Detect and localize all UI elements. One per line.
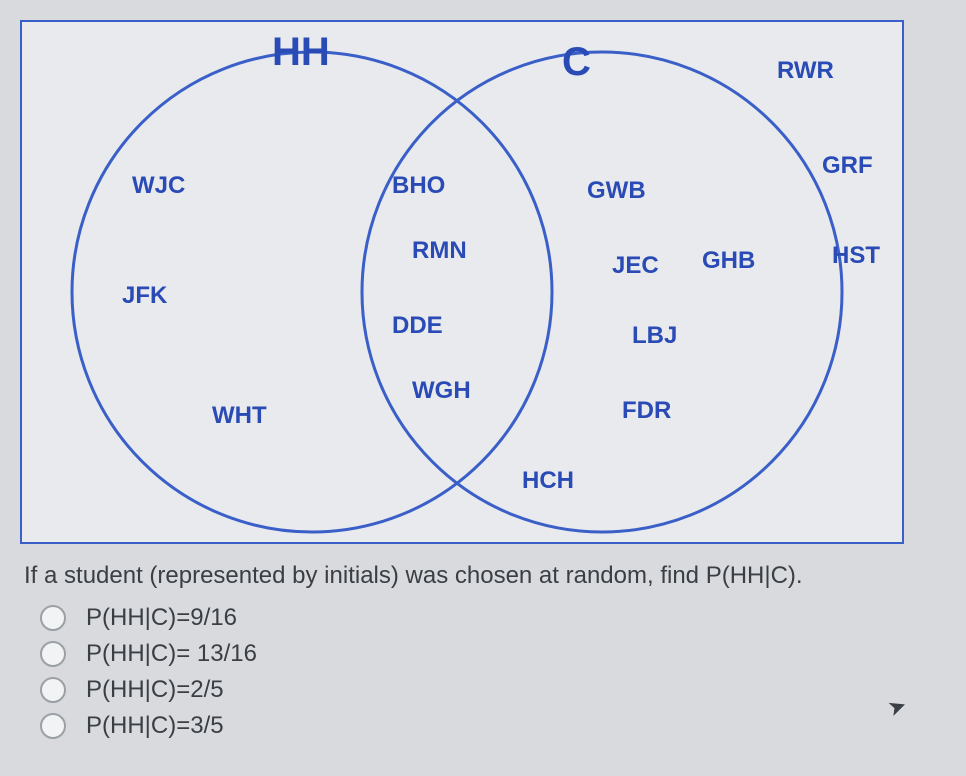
venn-diagram-box: HH C WJC JFK WHT BHO RMN DDE WGH GWB JEC… xyxy=(20,20,904,544)
venn-item: BHO xyxy=(392,172,445,200)
option-label: P(HH|C)=3/5 xyxy=(86,712,224,740)
venn-item: DDE xyxy=(392,312,443,340)
venn-item: JFK xyxy=(122,282,167,310)
question-text: If a student (represented by initials) w… xyxy=(24,562,946,590)
venn-item: HCH xyxy=(522,467,574,495)
venn-item-outside: HST xyxy=(832,242,880,270)
circle-c xyxy=(362,52,842,532)
radio-icon[interactable] xyxy=(40,641,66,667)
set-title-hh: HH xyxy=(272,30,330,75)
venn-item: GWB xyxy=(587,177,646,205)
option-label: P(HH|C)=9/16 xyxy=(86,604,237,632)
option-label: P(HH|C)= 13/16 xyxy=(86,640,257,668)
venn-item: JEC xyxy=(612,252,659,280)
option-row[interactable]: P(HH|C)=9/16 xyxy=(40,604,946,632)
set-title-c: C xyxy=(562,40,591,85)
venn-item-outside: RWR xyxy=(777,57,834,85)
radio-icon[interactable] xyxy=(40,605,66,631)
venn-item-outside: GRF xyxy=(822,152,873,180)
venn-item: WGH xyxy=(412,377,471,405)
venn-item: WHT xyxy=(212,402,267,430)
venn-item: LBJ xyxy=(632,322,677,350)
option-row[interactable]: P(HH|C)=2/5 xyxy=(40,676,946,704)
option-row[interactable]: P(HH|C)=3/5 xyxy=(40,712,946,740)
answer-options: P(HH|C)=9/16 P(HH|C)= 13/16 P(HH|C)=2/5 … xyxy=(40,604,946,740)
radio-icon[interactable] xyxy=(40,677,66,703)
option-row[interactable]: P(HH|C)= 13/16 xyxy=(40,640,946,668)
venn-item: WJC xyxy=(132,172,185,200)
venn-item: RMN xyxy=(412,237,467,265)
option-label: P(HH|C)=2/5 xyxy=(86,676,224,704)
venn-item: GHB xyxy=(702,247,755,275)
venn-item: FDR xyxy=(622,397,671,425)
radio-icon[interactable] xyxy=(40,713,66,739)
page: HH C WJC JFK WHT BHO RMN DDE WGH GWB JEC… xyxy=(20,20,946,740)
